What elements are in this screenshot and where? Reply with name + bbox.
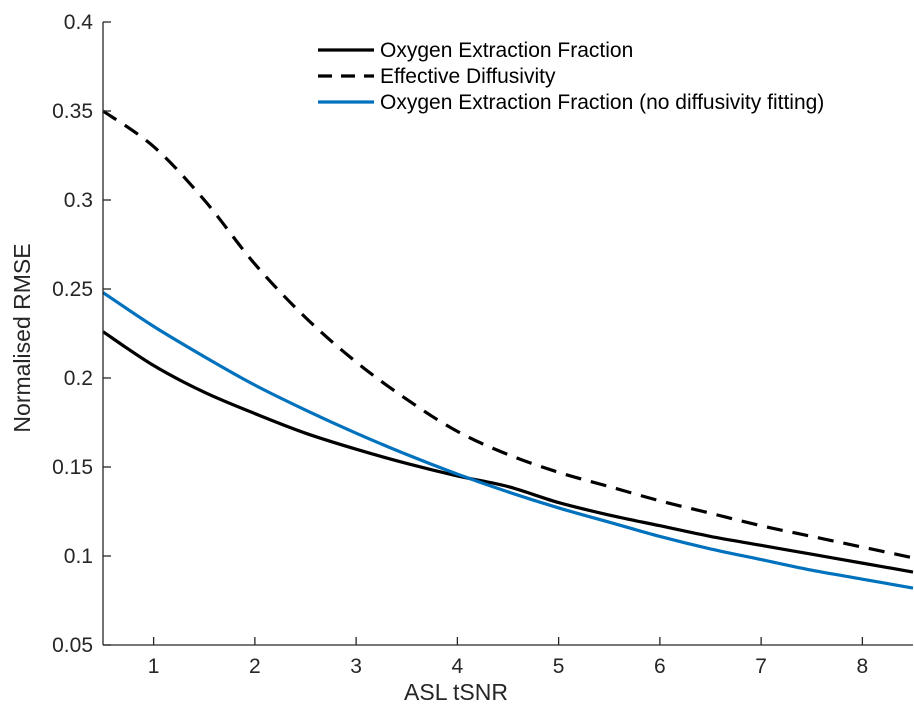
x-tick-label: 8 [857, 655, 869, 678]
axes [102, 22, 913, 646]
legend-label-1: Oxygen Extraction Fraction [380, 39, 633, 62]
series-line-3 [102, 291, 914, 590]
plot-lines [102, 109, 914, 590]
y-tick-label: 0.2 [64, 367, 93, 390]
y-tick-label: 0.4 [64, 11, 94, 34]
legend: Oxygen Extraction Fraction Effective Diff… [318, 39, 824, 114]
y-tick-label: 0.05 [52, 634, 93, 657]
ticks: 1 2 3 4 5 6 7 8 0.05 0.1 0.15 0.2 0.25 0.3 0.35 0.4 [52, 11, 868, 678]
x-tick-label: 4 [452, 655, 464, 678]
x-tick-label: 1 [148, 655, 160, 678]
x-tick-label: 5 [553, 655, 565, 678]
series-line-2 [102, 109, 914, 560]
y-tick-label: 0.1 [64, 545, 93, 568]
x-tick-label: 7 [755, 655, 767, 678]
y-tick-label: 0.35 [52, 100, 93, 123]
x-tick-label: 3 [350, 655, 362, 678]
x-axis-label: ASL tSNR [404, 679, 508, 705]
series-line-1 [102, 330, 914, 574]
y-tick-label: 0.3 [64, 189, 93, 212]
y-tick-label: 0.15 [52, 456, 93, 479]
y-tick-label: 0.25 [52, 278, 93, 301]
y-axis-label: Normalised RMSE [9, 243, 35, 432]
legend-label-3: Oxygen Extraction Fraction (no diffusivi… [380, 91, 824, 114]
x-tick-label: 2 [249, 655, 261, 678]
legend-label-2: Effective Diffusivity [380, 65, 556, 88]
x-tick-label: 6 [654, 655, 666, 678]
